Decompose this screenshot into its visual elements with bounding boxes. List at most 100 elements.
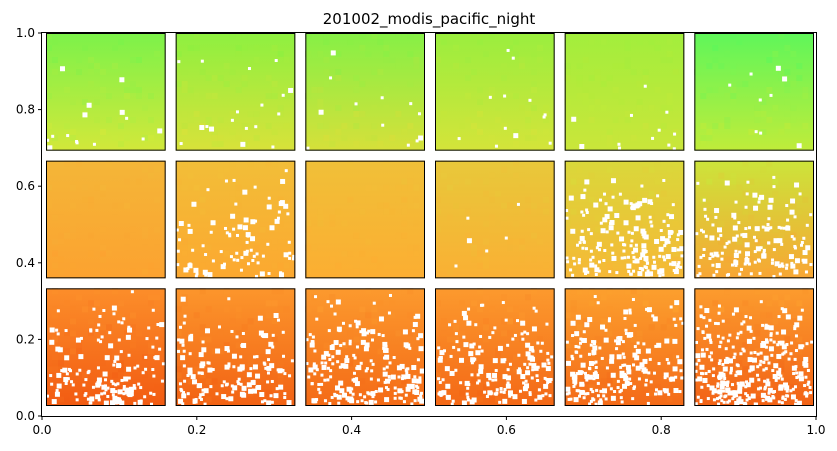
panel-texture-cell — [395, 184, 402, 191]
panel-texture-cell — [130, 342, 136, 349]
panel-texture-cell — [154, 300, 160, 307]
missing-data-cell — [567, 391, 571, 395]
missing-data-cell — [250, 219, 256, 225]
missing-data-cell — [117, 338, 121, 342]
panel-texture-cell — [672, 318, 679, 325]
panel-texture-cell — [82, 184, 88, 191]
missing-data-cell — [467, 383, 471, 387]
panel-texture-cell — [130, 336, 136, 343]
missing-data-cell — [679, 246, 685, 252]
panel-texture-cell — [335, 51, 342, 57]
missing-data-cell — [749, 72, 753, 76]
missing-data-cell — [520, 374, 526, 380]
panel-texture-cell — [359, 262, 366, 269]
missing-data-cell — [181, 343, 185, 347]
panel-texture-cell — [407, 51, 414, 57]
missing-data-cell — [464, 380, 470, 386]
panel-texture-cell — [211, 202, 218, 209]
missing-data-cell — [749, 351, 753, 355]
missing-data-cell — [729, 366, 733, 370]
panel-texture-cell — [395, 63, 402, 69]
missing-data-cell — [64, 382, 68, 386]
missing-data-cell — [350, 387, 354, 391]
missing-data-cell — [262, 361, 266, 365]
missing-data-cell — [777, 225, 781, 229]
missing-data-cell — [591, 390, 595, 394]
panel-texture-cell — [778, 300, 785, 307]
missing-data-cell — [658, 274, 662, 278]
missing-data-cell — [114, 383, 118, 387]
missing-data-cell — [762, 360, 766, 364]
missing-data-cell — [587, 316, 593, 322]
panel-texture-cell — [317, 306, 324, 313]
panel-texture-cell — [271, 324, 278, 331]
missing-data-cell — [771, 258, 775, 262]
panel-texture-cell — [790, 81, 797, 87]
missing-data-cell — [387, 311, 391, 315]
missing-data-cell — [516, 202, 520, 206]
missing-data-cell — [540, 341, 544, 345]
missing-data-cell — [592, 372, 598, 378]
panel-texture-cell — [483, 220, 489, 227]
panel-texture-cell — [265, 300, 272, 307]
missing-data-cell — [615, 271, 619, 275]
missing-data-cell — [475, 350, 481, 356]
missing-data-cell — [326, 378, 330, 382]
panel-texture-cell — [495, 220, 501, 227]
missing-data-cell — [699, 228, 703, 232]
panel-texture-cell — [742, 300, 749, 307]
missing-data-cell — [96, 381, 102, 387]
missing-data-cell — [239, 382, 243, 386]
missing-data-cell — [231, 390, 235, 394]
panel-texture-cell — [413, 220, 420, 227]
panel-texture-cell — [241, 81, 248, 87]
missing-data-cell — [306, 146, 310, 150]
missing-data-cell — [764, 324, 770, 330]
missing-data-cell — [363, 346, 369, 352]
missing-data-cell — [75, 141, 79, 145]
missing-data-cell — [739, 267, 743, 271]
missing-data-cell — [789, 209, 795, 215]
missing-data-cell — [62, 367, 68, 373]
missing-data-cell — [186, 267, 190, 271]
panel-texture-cell — [407, 178, 414, 185]
panel-texture-cell — [106, 348, 112, 355]
missing-data-cell — [715, 270, 719, 274]
panel-texture-cell — [142, 226, 148, 233]
missing-data-cell — [719, 340, 723, 344]
panel-border — [694, 288, 814, 407]
missing-data-cell — [701, 330, 705, 334]
panel-texture-cell — [471, 300, 477, 307]
missing-data-cell — [696, 395, 700, 399]
panel-texture-cell — [784, 87, 791, 93]
missing-data-cell — [785, 266, 789, 270]
missing-data-cell — [110, 388, 116, 394]
missing-data-cell — [709, 340, 713, 344]
missing-data-cell — [627, 269, 631, 273]
missing-data-cell — [478, 368, 484, 374]
missing-data-cell — [122, 385, 126, 389]
missing-data-cell — [728, 333, 732, 337]
panel-texture-cell — [106, 390, 112, 397]
missing-data-cell — [704, 234, 708, 238]
missing-data-cell — [194, 268, 198, 272]
panel-texture-cell — [435, 117, 441, 123]
panel-texture-cell — [58, 396, 64, 403]
missing-data-cell — [642, 197, 648, 203]
panel-texture-cell — [648, 105, 655, 111]
missing-data-cell — [700, 352, 706, 358]
panel-texture-cell — [70, 202, 76, 209]
chart-title: 201002_modis_pacific_night — [323, 10, 536, 29]
panel-texture-cell — [76, 160, 82, 167]
missing-data-cell — [664, 338, 670, 344]
panel-texture-cell — [742, 81, 749, 87]
panel-texture-cell — [531, 288, 537, 295]
panel-texture-cell — [76, 232, 82, 239]
panel-texture-cell — [453, 324, 459, 331]
missing-data-cell — [585, 376, 589, 380]
panel-texture-cell — [766, 160, 773, 167]
missing-data-cell — [102, 308, 106, 312]
missing-data-cell — [794, 402, 798, 406]
missing-data-cell — [793, 215, 797, 219]
missing-data-cell — [127, 376, 131, 380]
